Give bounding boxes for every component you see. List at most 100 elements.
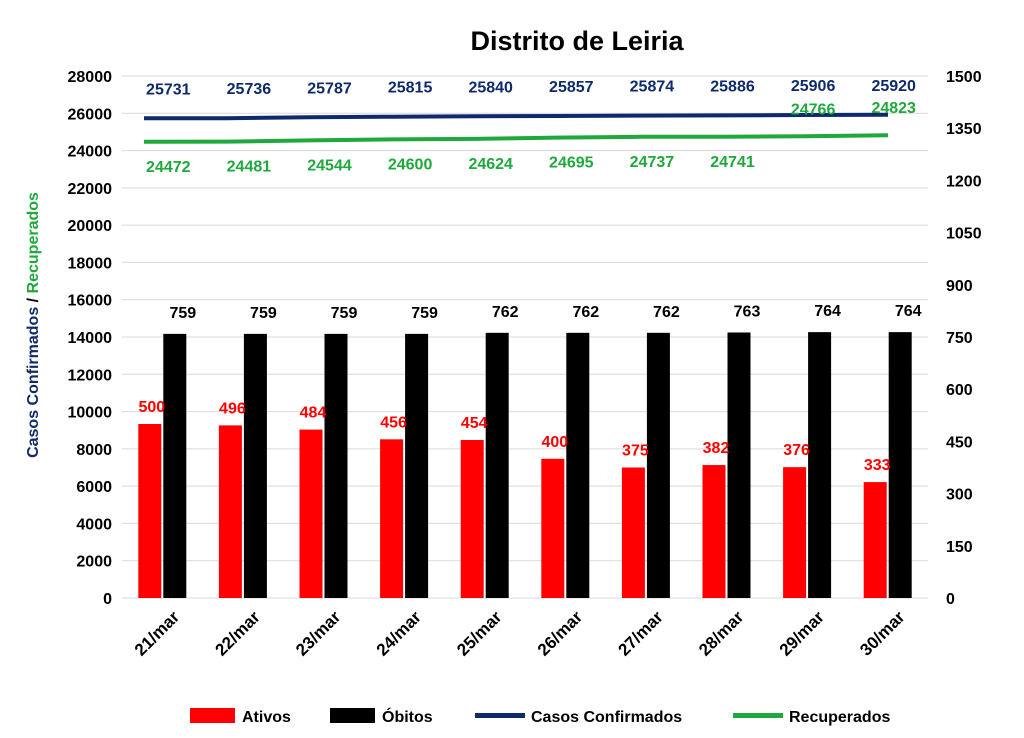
- x-tick-label: 30/mar: [856, 607, 908, 659]
- data-label-obitos: 759: [411, 305, 438, 322]
- x-tick-label: 25/mar: [453, 607, 505, 659]
- data-label-recuperados: 24600: [388, 156, 433, 173]
- y-axis-label-confirmados: Casos Confirmados: [25, 307, 42, 458]
- x-tick-label: 26/mar: [534, 607, 586, 659]
- data-label-ativos: 500: [138, 399, 165, 416]
- data-label-obitos: 762: [492, 304, 519, 321]
- bar-ativos: [621, 467, 645, 598]
- data-label-obitos: 759: [331, 305, 358, 322]
- data-labels: 500 496 484 456 454 400 375 382 376 333 759 759 759 7…: [138, 78, 921, 474]
- bar-obitos: [727, 332, 751, 598]
- data-label-obitos: 759: [169, 305, 196, 322]
- data-label-ativos: 375: [622, 443, 649, 460]
- y-axis-right: 0 150 300 450 600 750 900 1050 1200 1350 1500: [946, 69, 982, 608]
- y-left-tick-label: 0: [103, 591, 112, 608]
- bar-ativos: [218, 425, 242, 598]
- data-label-obitos: 762: [572, 304, 599, 321]
- y-axis-left: 0 2000 4000 6000 8000 10000 12000 14000 16000 180…: [68, 69, 113, 608]
- x-tick-label: 22/mar: [212, 607, 264, 659]
- y-right-tick-label: 1050: [946, 226, 982, 243]
- y-left-tick-label: 10000: [68, 405, 113, 422]
- y-left-tick-label: 18000: [68, 255, 113, 272]
- x-axis: 21/mar 22/mar 23/mar 24/mar 25/mar 26/mar 27/m…: [131, 607, 909, 659]
- data-label-ativos: 484: [300, 405, 327, 422]
- data-label-obitos: 762: [653, 304, 680, 321]
- legend-label-obitos: Óbitos: [382, 707, 433, 726]
- bar-ativos: [460, 440, 484, 598]
- y-axis-left-label: Casos Confirmados / Recuperados: [25, 192, 42, 458]
- data-label-recuperados: 24624: [468, 156, 513, 173]
- data-label-casos-confirmados: 25731: [146, 81, 191, 98]
- y-right-tick-label: 600: [946, 382, 973, 399]
- y-right-tick-label: 450: [946, 434, 973, 451]
- y-axis-label-recuperados: Recuperados: [25, 192, 42, 293]
- data-label-ativos: 456: [380, 414, 407, 431]
- data-label-casos-confirmados: 25736: [227, 81, 272, 98]
- legend-swatch-casos-confirmados: [475, 713, 525, 718]
- y-axis-label-separator: /: [25, 293, 42, 306]
- legend: Ativos Óbitos Casos Confirmados Recuperados: [190, 707, 890, 726]
- y-left-tick-label: 6000: [76, 479, 112, 496]
- y-left-tick-label: 26000: [68, 106, 113, 123]
- data-label-recuperados: 24544: [307, 157, 352, 174]
- bar-ativos: [863, 482, 887, 598]
- data-label-recuperados: 24481: [227, 159, 272, 176]
- line-recuperados: [143, 133, 889, 144]
- data-label-casos-confirmados: 25886: [710, 78, 755, 95]
- data-label-ativos: 333: [864, 457, 891, 474]
- bar-ativos: [380, 439, 404, 598]
- data-label-casos-confirmados: 25787: [307, 80, 352, 97]
- x-tick-label: 23/mar: [292, 607, 344, 659]
- data-label-casos-confirmados: 25874: [630, 79, 675, 96]
- data-label-recuperados: 24472: [146, 159, 191, 176]
- bar-obitos: [888, 332, 912, 598]
- legend-swatch-obitos: [330, 708, 375, 723]
- data-label-obitos: 764: [895, 303, 922, 320]
- bar-ativos: [541, 458, 565, 598]
- data-label-recuperados: 24741: [710, 154, 755, 171]
- bar-ativos: [702, 465, 726, 598]
- y-right-tick-label: 900: [946, 278, 973, 295]
- bar-obitos: [405, 333, 429, 598]
- y-right-tick-label: 1200: [946, 173, 982, 190]
- bar-ativos: [138, 424, 162, 598]
- y-left-tick-label: 22000: [68, 181, 113, 198]
- data-label-ativos: 454: [461, 415, 488, 432]
- y-right-tick-label: 1350: [946, 121, 982, 138]
- data-label-obitos: 759: [250, 305, 277, 322]
- line-casos-confirmados: [143, 112, 889, 121]
- bar-obitos: [808, 332, 832, 598]
- lines: [143, 112, 889, 144]
- y-right-tick-label: 1500: [946, 69, 982, 86]
- bar-obitos: [163, 333, 187, 598]
- legend-swatch-ativos: [190, 708, 235, 723]
- data-label-casos-confirmados: 25906: [791, 78, 836, 95]
- data-label-casos-confirmados: 25815: [388, 80, 433, 97]
- data-label-casos-confirmados: 25840: [468, 79, 513, 96]
- data-label-recuperados: 24737: [630, 154, 675, 171]
- data-label-obitos: 763: [734, 303, 761, 320]
- bar-obitos: [324, 333, 348, 598]
- chart-title: Distrito de Leiria: [470, 26, 684, 56]
- data-label-ativos: 400: [541, 434, 568, 451]
- x-tick-label: 29/mar: [776, 607, 828, 659]
- data-label-recuperados: 24823: [871, 100, 916, 117]
- y-left-tick-label: 12000: [68, 367, 113, 384]
- data-label-recuperados: 24766: [791, 101, 836, 118]
- legend-label-recuperados: Recuperados: [789, 709, 890, 726]
- data-label-casos-confirmados: 25920: [871, 78, 916, 95]
- bar-ativos: [783, 467, 807, 598]
- bar-obitos: [646, 332, 670, 598]
- data-label-casos-confirmados: 25857: [549, 79, 594, 96]
- legend-label-casos-confirmados: Casos Confirmados: [531, 709, 682, 726]
- bar-obitos: [243, 333, 267, 598]
- y-left-tick-label: 24000: [68, 144, 113, 161]
- legend-swatch-recuperados: [733, 713, 783, 718]
- y-left-tick-label: 16000: [68, 293, 113, 310]
- data-label-ativos: 376: [783, 442, 810, 459]
- y-left-tick-label: 4000: [76, 516, 112, 533]
- y-right-tick-label: 0: [946, 591, 955, 608]
- x-tick-label: 27/mar: [615, 607, 667, 659]
- gridlines: [122, 75, 928, 599]
